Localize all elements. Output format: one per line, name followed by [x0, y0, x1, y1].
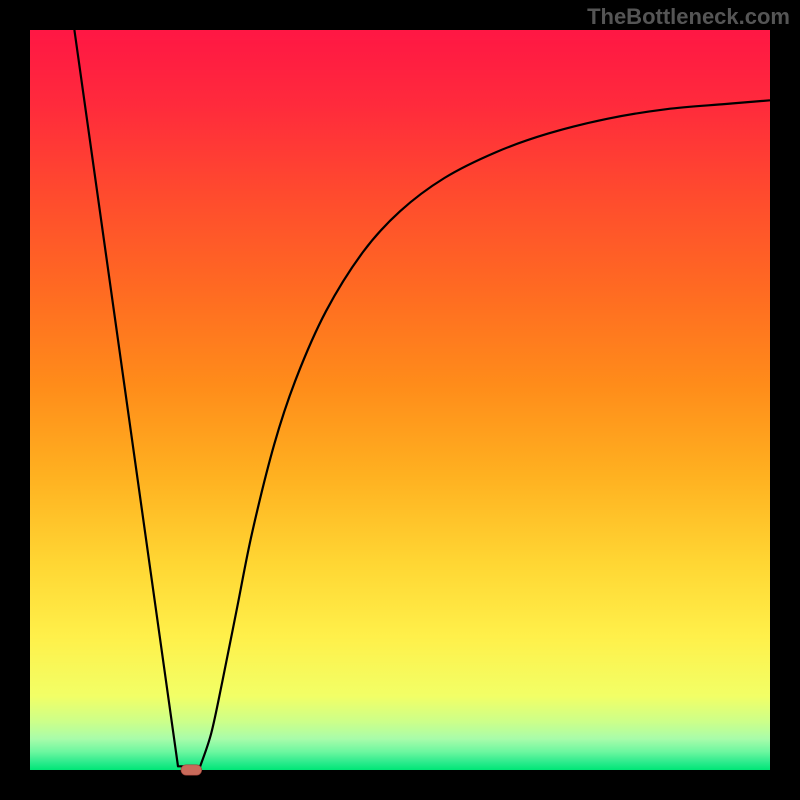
bottleneck-chart [0, 0, 800, 800]
chart-container: TheBottleneck.com [0, 0, 800, 800]
watermark-text: TheBottleneck.com [587, 4, 790, 30]
chart-background [30, 30, 770, 770]
optimal-marker [181, 765, 202, 775]
